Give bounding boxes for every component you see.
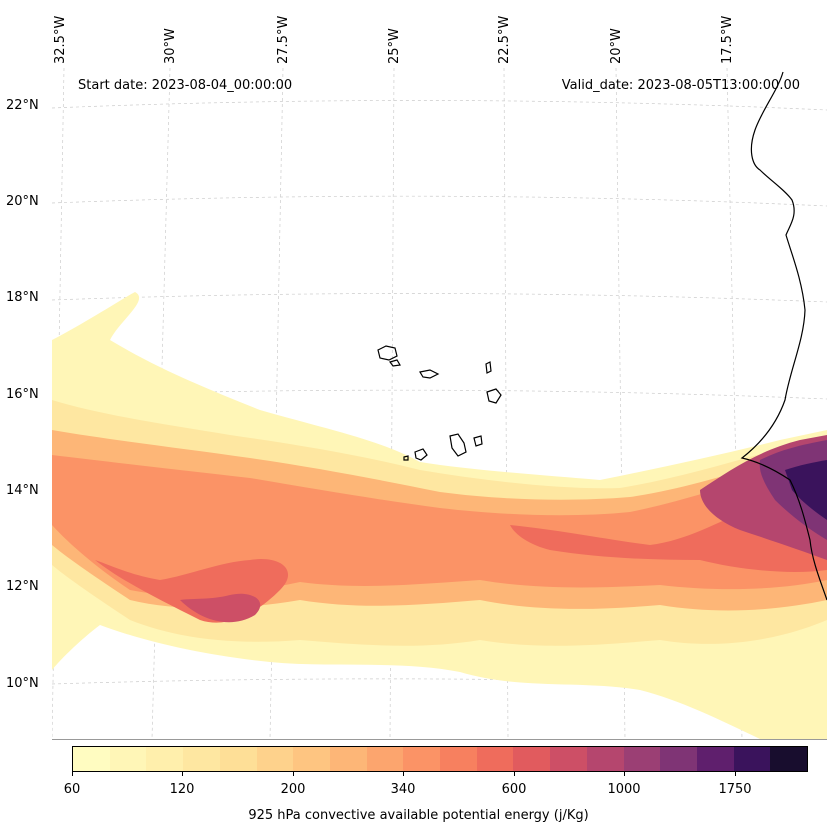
colorbar-segment (550, 747, 587, 771)
colorbar-segment (513, 747, 551, 771)
lat-label: 10°N (6, 676, 39, 691)
colorbar-segment (660, 747, 697, 771)
colorbar-tick-label: 120 (169, 782, 195, 797)
lat-label: 20°N (6, 194, 39, 209)
colorbar-tickmark (403, 772, 404, 776)
colorbar-segment (146, 747, 184, 771)
cape-contours (52, 292, 827, 739)
colorbar-segment (623, 747, 661, 771)
colorbar-segment (403, 747, 441, 771)
cape-field (52, 68, 827, 739)
colorbar-tick-label: 60 (63, 782, 81, 797)
colorbar-segment (366, 747, 404, 771)
colorbar-tick-label: 1000 (607, 782, 641, 797)
lon-label: 25°W (387, 28, 402, 64)
colorbar-title: 925 hPa convective available potential e… (248, 808, 589, 823)
coastlines (377, 71, 827, 601)
lat-label: 22°N (6, 98, 39, 113)
colorbar-tick-label: 340 (390, 782, 416, 797)
colorbar-tickmark (182, 772, 183, 776)
lon-label: 32.5°W (53, 15, 68, 64)
lat-label: 14°N (6, 483, 39, 498)
valid-date: Valid_date: 2023-08-05T13:00:00.00 (561, 78, 800, 93)
lon-label: 27.5°W (276, 15, 291, 64)
colorbar-segment (329, 747, 367, 771)
colorbar-segment (586, 747, 624, 771)
colorbar-segment (183, 747, 220, 771)
colorbar-segment (256, 747, 294, 771)
colorbar-tick-label: 200 (280, 782, 306, 797)
colorbar-tick-label: 1750 (718, 782, 752, 797)
start-date: Start date: 2023-08-04_00:00:00 (78, 78, 293, 93)
colorbar-tickmark (293, 772, 294, 776)
colorbar-tickmark (514, 772, 515, 776)
colorbar-segment (476, 747, 514, 771)
colorbar-segment (770, 747, 808, 771)
colorbar-segment (109, 747, 147, 771)
lat-label: 18°N (6, 290, 39, 305)
lon-label: 22.5°W (497, 15, 512, 64)
colorbar-tick-label: 600 (501, 782, 527, 797)
lat-label: 12°N (6, 579, 39, 594)
lon-label: 17.5°W (720, 15, 735, 64)
colorbar-segment (696, 747, 734, 771)
colorbar-tickmark (624, 772, 625, 776)
colorbar-segment (293, 747, 330, 771)
lon-label: 30°W (163, 28, 178, 64)
map-panel (52, 68, 827, 740)
colorbar-segment (440, 747, 477, 771)
colorbar-tickmark (735, 772, 736, 776)
colorbar-segment (73, 747, 110, 771)
lat-label: 16°N (6, 387, 39, 402)
colorbar (72, 746, 808, 772)
colorbar-segment (219, 747, 257, 771)
colorbar-segment (733, 747, 771, 771)
lon-label: 20°W (609, 28, 624, 64)
colorbar-tickmark (72, 772, 73, 776)
